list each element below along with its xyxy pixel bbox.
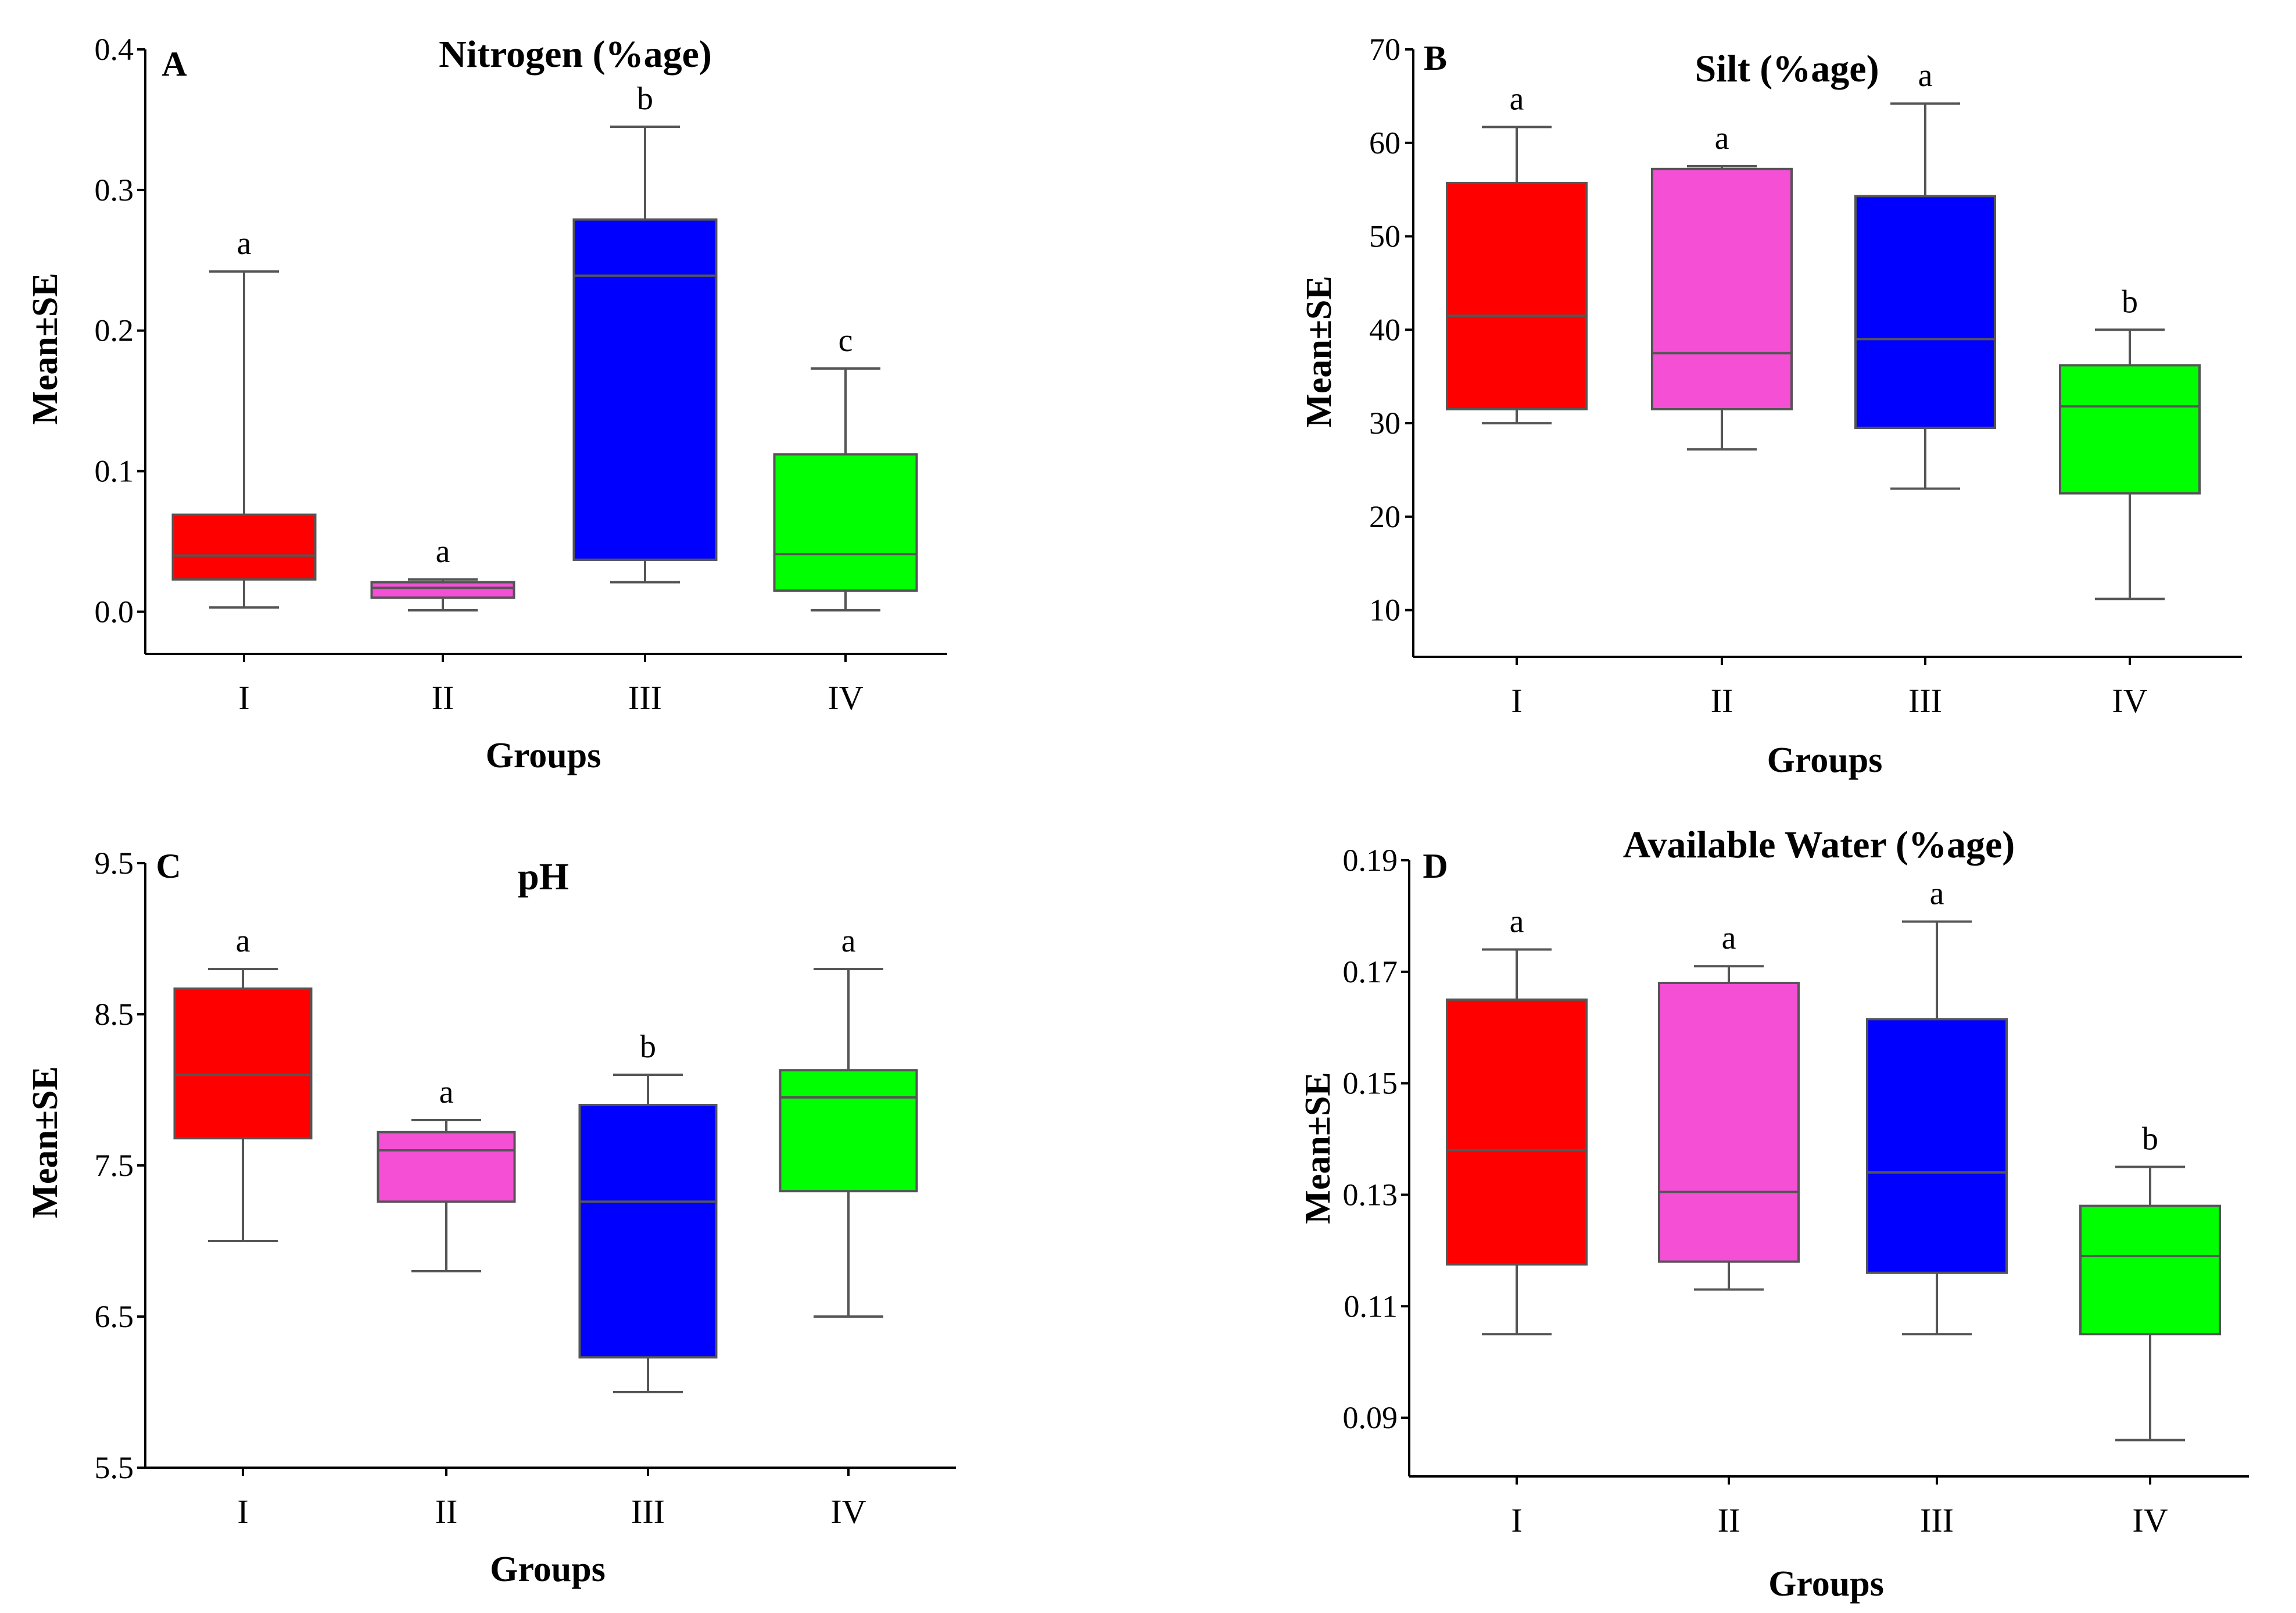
panel-a-y-axis-label: Mean±SE (26, 273, 65, 424)
panel-a-x-tick-label: IV (828, 679, 863, 717)
panel-a-y-tick-label: 0.1 (95, 454, 134, 489)
panel-c-y-tick-label: 7.5 (95, 1148, 134, 1183)
panel-d-significance-letter: a (1930, 876, 1944, 912)
panel-a-box-ii (370, 581, 515, 599)
panel-b-y-tick-label: 50 (1369, 219, 1400, 254)
panel-d-y-axis-label: Mean±SE (1298, 1072, 1338, 1224)
panel-c-x-tick-label: II (435, 1493, 458, 1530)
panel-b-y-tick-label: 70 (1369, 32, 1400, 67)
panel-b-significance-letter: a (1918, 58, 1933, 94)
panel-b-significance-letter: a (1510, 81, 1524, 117)
panel-d-y-tick-label: 0.19 (1343, 843, 1398, 878)
panel-b-box-i (1446, 181, 1588, 410)
panel-d-y-tick-label: 0.13 (1343, 1177, 1398, 1212)
panel-d-significance-letter: b (2142, 1121, 2158, 1157)
panel-b-x-tick-label: III (1908, 682, 1942, 720)
panel-a-label: A (162, 45, 187, 83)
panel-a-x-tick-label: III (628, 679, 662, 717)
panel-b-x-tick-label: II (1711, 682, 1733, 720)
panel-b-y-axis-label: Mean±SE (1299, 276, 1339, 427)
panel-c-title: pH (518, 856, 569, 898)
panel-b-x-axis-label: Groups (1767, 741, 1883, 780)
panel-c-x-tick-label: III (631, 1493, 665, 1530)
panel-a-significance-letter: a (436, 534, 450, 570)
panel-d-x-tick-label: II (1718, 1501, 1740, 1539)
panel-d-x-axis-label: Groups (1768, 1564, 1884, 1604)
panel-d-significance-letter: a (1722, 920, 1736, 956)
panel-a-x-tick-label: II (432, 679, 454, 717)
panel-a-significance-letter: a (237, 226, 252, 262)
panel-b-label: B (1424, 39, 1447, 77)
panel-b-y-tick-label: 10 (1369, 593, 1400, 628)
panel-d-label: D (1423, 847, 1448, 885)
panel-c-label: C (156, 847, 181, 885)
panel-d-x-tick-label: IV (2132, 1501, 2168, 1539)
panel-c-x-axis-label: Groups (490, 1550, 606, 1589)
panel-b-x-tick-label: I (1511, 682, 1522, 720)
panel-b-box-ii (1651, 167, 1793, 410)
panel-c-y-axis-label: Mean±SE (26, 1066, 65, 1218)
panel-b-y-tick-label: 20 (1369, 499, 1400, 534)
panel-d-significance-letter: a (1510, 903, 1524, 939)
panel-d-y-tick-label: 0.15 (1343, 1066, 1398, 1101)
panel-c-box-iv (779, 1069, 918, 1193)
panel-c-y-tick-label: 6.5 (95, 1299, 134, 1334)
panel-c-y-tick-label: 9.5 (95, 846, 134, 881)
panel-a-y-tick-label: 0.4 (95, 32, 134, 67)
panel-b-box-iv (2059, 364, 2201, 495)
panel-d-title: Available Water (%age) (1623, 824, 2015, 866)
panel-c-significance-letter: a (236, 923, 250, 959)
panel-b-significance-letter: b (2122, 284, 2138, 320)
panel-d-box-i (1446, 998, 1588, 1266)
panel-c-box-i (173, 987, 313, 1140)
panel-c-significance-letter: a (841, 923, 856, 959)
panel-b-y-tick-label: 30 (1369, 406, 1400, 441)
panel-b-x-tick-label: IV (2112, 682, 2147, 720)
panel-a-box-iii (572, 218, 718, 561)
panel-d-y-tick-label: 0.09 (1343, 1400, 1398, 1435)
panel-c-box-ii (377, 1131, 516, 1203)
panel-b-y-tick-label: 40 (1369, 312, 1400, 347)
panel-a-x-axis-label: Groups (486, 736, 601, 775)
panel-d-y-tick-label: 0.11 (1344, 1289, 1398, 1324)
panel-b-significance-letter: a (1715, 120, 1729, 156)
panel-b-y-tick-label: 60 (1369, 126, 1400, 160)
panel-d-x-tick-label: III (1920, 1501, 1954, 1539)
panel-a-significance-letter: c (839, 323, 853, 359)
panel-c-x-tick-label: IV (830, 1493, 866, 1530)
panel-a-box-i (171, 513, 317, 581)
panel-b-title: Silt (%age) (1695, 48, 1879, 90)
panel-a-box-iv (773, 453, 918, 592)
panel-d-x-tick-label: I (1511, 1501, 1522, 1539)
panel-a-title: Nitrogen (%age) (439, 33, 712, 76)
panel-c-x-tick-label: I (237, 1493, 248, 1530)
panel-c-box-iii (578, 1104, 718, 1359)
panel-c-significance-letter: a (439, 1074, 454, 1110)
panel-c-significance-letter: b (640, 1029, 656, 1065)
panel-c-y-tick-label: 8.5 (95, 997, 134, 1032)
panel-d-box-iii (1866, 1018, 2008, 1274)
panel-d-box-iv (2079, 1204, 2221, 1336)
panel-b-box-iii (1854, 195, 1996, 430)
panel-a-y-tick-label: 0.3 (95, 173, 134, 208)
panel-d-y-tick-label: 0.17 (1343, 954, 1398, 989)
panel-c-y-tick-label: 5.5 (95, 1450, 134, 1485)
panel-a-significance-letter: b (637, 81, 653, 117)
panel-a-y-tick-label: 0.0 (95, 594, 134, 629)
panel-a-y-tick-label: 0.2 (95, 313, 134, 348)
panel-d-box-ii (1658, 982, 1800, 1263)
panel-a-x-tick-label: I (238, 679, 249, 717)
